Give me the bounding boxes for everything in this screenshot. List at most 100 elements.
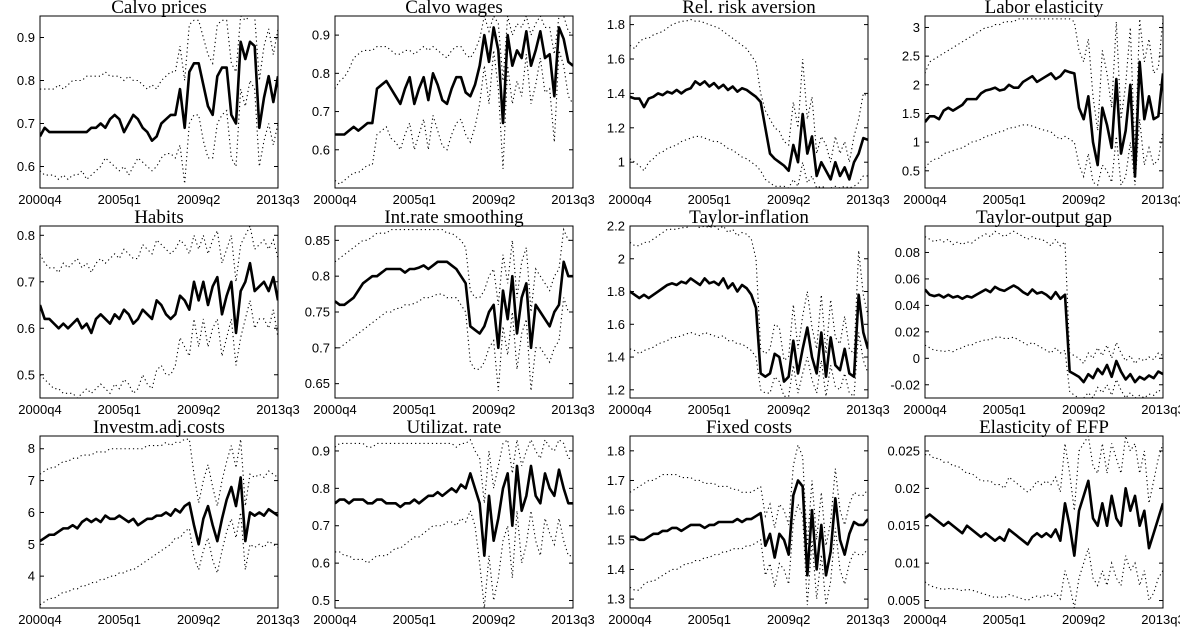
panel: Int.rate smoothing 0.65 0.7 0.75 0.8 0.85 2000… [305,207,595,417]
y-tick-label: 0.8 [17,73,35,88]
x-tick-label: 2000q4 [903,402,946,417]
y-tick-label: 1.3 [607,592,625,607]
x-tick-label: 2013q3 [256,402,299,417]
plot-frame [924,435,1164,609]
y-tick-label: 0.02 [895,481,920,496]
y-tick-label: 0.7 [312,340,330,355]
y-tick-label: 0.6 [312,142,330,157]
median-line [630,479,868,577]
y-tick-label: 0.6 [17,321,35,336]
panel: Taylor-inflation 1.2 1.4 1.6 1.8 2 2.2 2000q4 20… [607,207,890,417]
y-tick-label: 4 [28,569,35,584]
x-tick-label: 2005q1 [98,402,141,417]
x-tick-label: 2000q4 [313,192,356,207]
x-tick-label: 2009q2 [767,612,810,627]
band-line [630,18,868,163]
x-tick-label: 2009q2 [1062,192,1105,207]
y-tick-label: 0.9 [17,30,35,45]
panel-title: Int.rate smoothing [384,207,524,228]
y-tick-label: 1.6 [607,317,625,332]
band-line [925,336,1163,398]
y-tick-label: 1.8 [607,17,625,32]
median-line [335,464,573,557]
y-tick-label: 0.5 [902,163,920,178]
x-tick-label: 2009q2 [472,402,515,417]
y-tick-label: 0.01 [895,556,920,571]
x-tick-label: 2013q3 [256,192,299,207]
y-tick-label: 0.08 [895,245,920,260]
y-tick-label: 0.7 [17,116,35,131]
x-tick-label: 2005q1 [983,192,1026,207]
x-tick-label: 2013q3 [256,612,299,627]
panel: Rel. risk aversion 1 1.2 1.4 1.6 1.8 2000q4 200… [607,0,890,207]
x-tick-label: 2009q2 [767,192,810,207]
panel: Habits 0.5 0.6 0.7 0.8 2000q4 2005q1 2009q2 2013… [17,207,300,417]
panel-title: Calvo prices [111,0,207,18]
y-tick-label: 0.65 [305,376,330,391]
x-tick-label: 2009q2 [1062,612,1105,627]
plot-frame [629,435,869,609]
panel-title: Elasticity of EFP [979,417,1109,438]
band-line [335,509,573,608]
plot-frame [924,225,1164,399]
x-tick-label: 2013q3 [846,402,889,417]
y-tick-label: 1.2 [607,120,625,135]
x-tick-label: 2005q1 [393,192,436,207]
median-line [40,476,278,546]
x-tick-label: 2000q4 [903,192,946,207]
y-tick-label: 6 [28,505,35,520]
y-tick-label: 0.06 [895,271,920,286]
x-tick-label: 2013q3 [1141,612,1180,627]
x-tick-label: 2005q1 [688,612,731,627]
y-tick-label: 0 [913,351,920,366]
panel-title: Taylor-output gap [976,207,1112,228]
panel-title: Utilizat. rate [407,417,502,438]
x-tick-label: 2013q3 [846,612,889,627]
y-tick-label: 0.5 [17,367,35,382]
median-line [925,479,1163,557]
y-tick-label: 1.5 [607,532,625,547]
panel: Investm.adj.costs 4 5 6 7 8 2000q4 2005q1 2009q2… [18,417,299,627]
y-tick-label: 0.8 [17,228,35,243]
plot-frame [629,15,869,189]
plot-frame [39,435,279,609]
x-tick-label: 2005q1 [688,192,731,207]
band-line [925,18,1163,154]
x-tick-label: 2009q2 [177,192,220,207]
x-tick-label: 2009q2 [767,402,810,417]
band-line [630,331,868,398]
y-tick-label: 0.025 [887,443,920,458]
y-tick-label: 0.7 [312,518,330,533]
band-line [40,512,278,606]
x-tick-label: 2009q2 [1062,402,1105,417]
band-line [925,119,1163,187]
y-tick-label: 1.4 [607,350,625,365]
median-line [630,80,868,181]
y-tick-label: 2 [913,77,920,92]
y-tick-label: 1.2 [607,382,625,397]
median-line [630,277,868,383]
panel: Taylor-output gap -0.02 0 0.02 0.04 0.06 0.08 2… [890,207,1180,417]
band-line [925,230,1163,365]
y-tick-label: 1.5 [902,106,920,121]
median-line [335,260,573,350]
y-tick-label: 2.2 [607,219,625,234]
y-tick-label: 7 [28,473,35,488]
plot-frame [629,225,869,399]
y-tick-label: 1.7 [607,473,625,488]
x-tick-label: 2005q1 [98,192,141,207]
y-tick-label: 1.6 [607,503,625,518]
band-line [335,438,573,504]
plot-frame [39,15,279,189]
x-tick-label: 2005q1 [98,612,141,627]
y-tick-label: 1 [913,135,920,150]
panel-title: Calvo wages [405,0,503,18]
y-tick-label: 3 [913,20,920,35]
x-tick-label: 2000q4 [18,612,61,627]
x-tick-label: 2000q4 [608,402,651,417]
panel-title: Labor elasticity [985,0,1104,18]
band-line [40,438,278,507]
median-line [40,40,278,142]
